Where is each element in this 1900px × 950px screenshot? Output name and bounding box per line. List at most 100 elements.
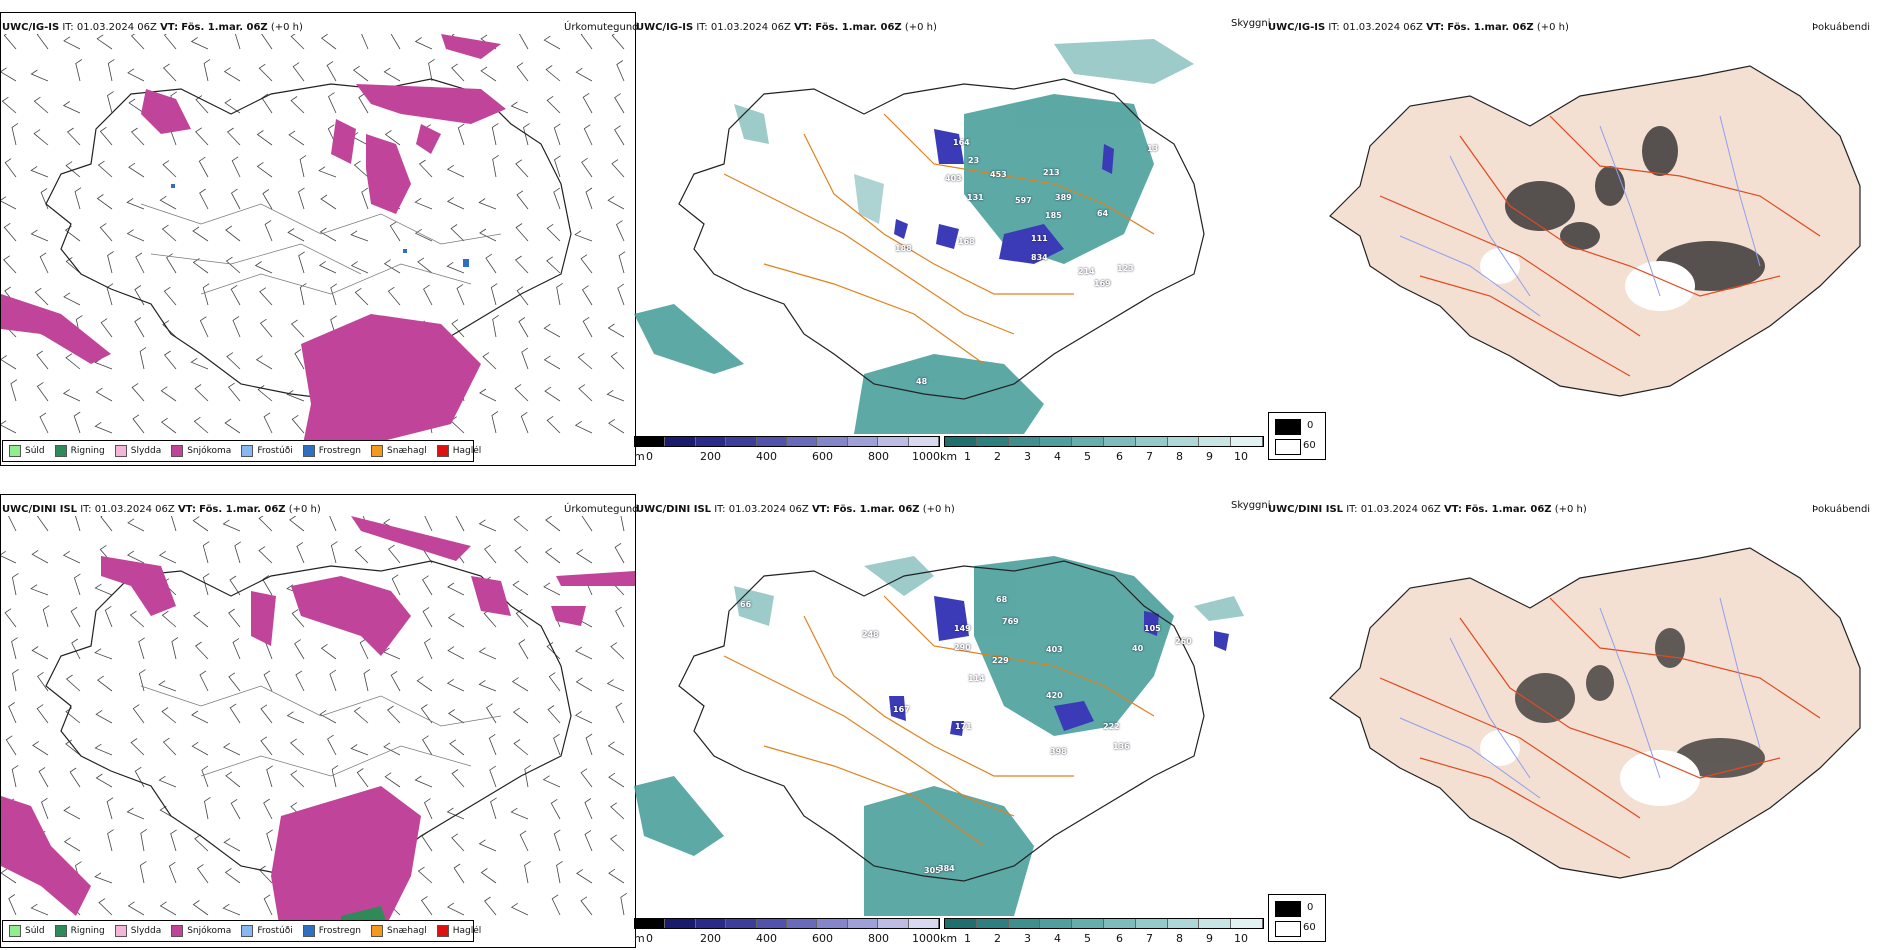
- wind-barb: [204, 796, 211, 820]
- wind-barb: [608, 868, 625, 884]
- wind-barb: [225, 256, 241, 274]
- wind-barb: [226, 127, 241, 146]
- wind-barb: [258, 546, 273, 564]
- wind-barb: [581, 157, 593, 178]
- wind-barb: [519, 830, 529, 852]
- wind-barb: [384, 130, 401, 146]
- vis-label: 136: [1113, 742, 1130, 751]
- wind-barb: [62, 389, 81, 402]
- wind-barb: [130, 34, 145, 50]
- wind-barb: [228, 382, 241, 402]
- wind-barb: [63, 837, 81, 852]
- wind-barb: [234, 34, 241, 50]
- wind-barb: [290, 770, 305, 788]
- wind-barb: [41, 797, 49, 820]
- height-colorbar-bottom: m 0 200 400 600 800 1000: [634, 918, 940, 948]
- wind-barb: [74, 187, 82, 210]
- wind-barb: [3, 222, 17, 242]
- vis-label: 64: [1097, 209, 1109, 218]
- wind-barb: [575, 67, 593, 82]
- wind-barb: [478, 647, 497, 660]
- wind-barb: [543, 355, 561, 370]
- colorbar-segment: [1040, 919, 1073, 928]
- wind-barb: [299, 155, 307, 178]
- wind-barb: [94, 648, 113, 660]
- wind-barb: [259, 318, 273, 338]
- precip-legend-top: Súld Rigning Slydda Snjókoma Frostúði Fr…: [2, 440, 481, 462]
- vis-label: 164: [953, 138, 970, 147]
- wind-barb: [614, 125, 625, 146]
- wind-barb: [327, 734, 337, 756]
- wind-barb: [128, 162, 145, 178]
- wind-barb: [39, 412, 49, 434]
- wind-barb: [290, 96, 305, 114]
- colorbar-segment: [635, 919, 666, 928]
- fog-legend-top: 0 60: [1268, 412, 1326, 460]
- wind-barb: [478, 198, 497, 210]
- wind-barb: [193, 611, 209, 628]
- wind-barb: [510, 101, 529, 114]
- wind-barb: [1, 67, 17, 82]
- wind-barb: [126, 229, 145, 242]
- vis-label: 105: [1144, 624, 1161, 633]
- wind-barb: [580, 896, 593, 916]
- wind-barb: [299, 283, 307, 306]
- precip-legend-bottom: Súld Rigning Slydda Snjókoma Frostúði Fr…: [2, 920, 481, 942]
- wind-barb: [11, 573, 19, 596]
- wind-barb: [31, 646, 49, 660]
- wind-barb: [261, 93, 273, 114]
- wind-barb: [490, 283, 498, 306]
- wind-barb: [95, 387, 113, 402]
- wind-barb: [383, 259, 401, 274]
- wind-barb: [329, 516, 337, 532]
- wind-barb: [1, 550, 17, 564]
- wind-barb: [422, 735, 433, 756]
- wind-barb: [615, 702, 625, 724]
- wind-barb: [256, 130, 273, 146]
- vis-label: 389: [1055, 193, 1072, 202]
- wind-barb: [550, 798, 561, 820]
- wind-barb: [162, 160, 177, 178]
- wind-barb: [8, 702, 17, 724]
- wind-barb: [191, 710, 209, 724]
- wind-barb: [352, 65, 369, 82]
- panel-5-title: Skyggni: [1231, 500, 1271, 511]
- colorbar-segment: [787, 919, 818, 928]
- wind-barb: [94, 743, 113, 756]
- wind-barb: [615, 220, 625, 242]
- wind-barb: [196, 864, 209, 884]
- wind-barb: [580, 768, 593, 788]
- wind-barb: [195, 127, 209, 146]
- wind-barb: [420, 896, 433, 916]
- vis-label: 169: [1094, 279, 1111, 288]
- wind-barb: [511, 677, 529, 692]
- wind-barb: [491, 123, 499, 146]
- panel-1-header: UWC/IG-IS IT: 01.03.2024 06Z VT: Fös. 1.…: [2, 22, 303, 33]
- colorbar-segment: [1008, 919, 1041, 928]
- colorbar-segment: [695, 919, 727, 928]
- wind-barb: [514, 255, 529, 274]
- wind-barb: [291, 609, 305, 628]
- wind-barb: [489, 765, 497, 788]
- wind-barb: [94, 872, 113, 884]
- colorbar-segment: [1199, 919, 1232, 928]
- wind-barb: [8, 894, 17, 916]
- wind-barb: [575, 677, 593, 692]
- colorbar-segment: [1167, 437, 1200, 446]
- wind-barb: [159, 901, 177, 916]
- vis-label: 149: [954, 624, 971, 633]
- wind-barb: [384, 772, 401, 788]
- wind-barb: [383, 742, 401, 756]
- wind-barb: [255, 355, 273, 370]
- vis-label: 769: [1002, 617, 1019, 626]
- fog-map-bottom: [1329, 547, 1861, 879]
- wind-barb: [65, 257, 81, 274]
- colorbar-segment: [817, 437, 848, 446]
- colorbar-segment: [817, 919, 848, 928]
- wind-barb: [610, 802, 625, 820]
- wind-barb: [63, 292, 81, 306]
- wind-barb: [257, 385, 273, 402]
- wind-barb: [69, 767, 81, 788]
- vis-label: 111: [1031, 234, 1048, 243]
- wind-barb: [96, 34, 113, 50]
